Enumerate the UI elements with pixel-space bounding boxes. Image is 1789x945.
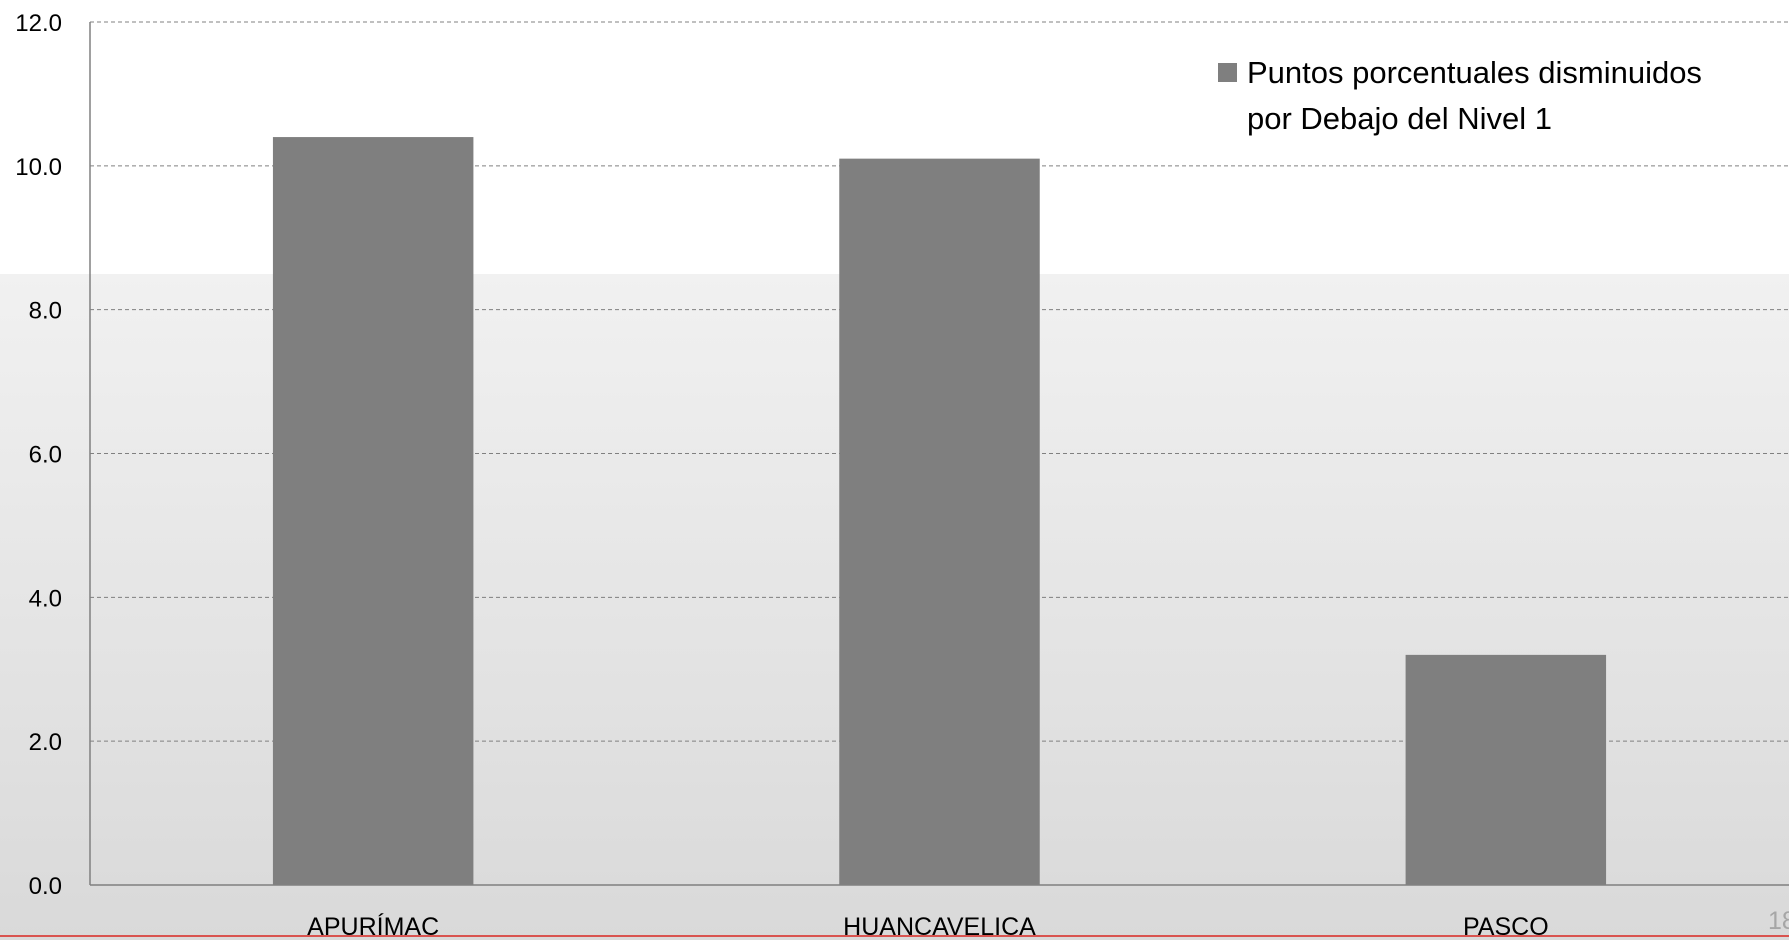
y-tick-label: 12.0: [15, 10, 62, 37]
y-tick-label: 2.0: [29, 729, 62, 756]
y-tick-label: 8.0: [29, 298, 62, 325]
legend-swatch: [1218, 63, 1237, 82]
y-tick-label: 4.0: [29, 585, 62, 612]
y-tick-label: 6.0: [29, 442, 62, 469]
legend-label-line-1: Puntos porcentuales disminuidos: [1247, 55, 1702, 90]
y-tick-label: 0.0: [29, 873, 62, 900]
bar: [839, 158, 1040, 885]
bar: [272, 137, 474, 886]
legend: Puntos porcentuales disminuidos por Deba…: [1218, 55, 1702, 136]
bars: [272, 137, 1607, 886]
legend-label-line-2: por Debajo del Nivel 1: [1247, 101, 1552, 136]
page-number: 18: [1768, 907, 1789, 935]
bar: [1405, 654, 1607, 885]
axes: [89, 22, 1789, 886]
x-tick-label: PASCO: [1463, 913, 1549, 940]
x-tick-label: APURÍMAC: [307, 912, 439, 940]
x-tick-labels: APURÍMAC HUANCAVELICA PASCO: [307, 912, 1549, 941]
y-tick-label: 10.0: [15, 154, 62, 181]
y-tick-labels: 0.0 2.0 4.0 6.0 8.0 10.0 12.0: [15, 10, 62, 900]
x-tick-label: HUANCAVELICA: [843, 913, 1036, 940]
